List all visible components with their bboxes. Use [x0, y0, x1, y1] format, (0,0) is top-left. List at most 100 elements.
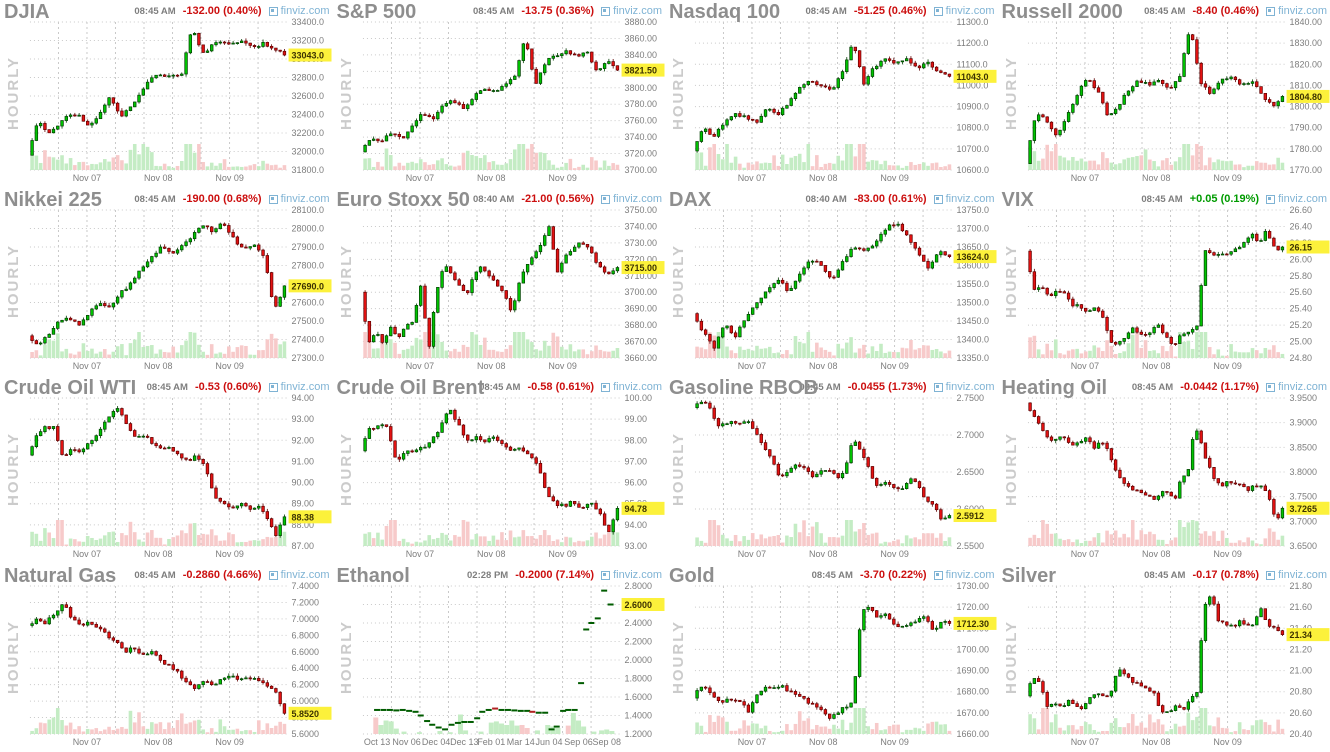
timeframe-label: HOURLY: [1002, 244, 1020, 318]
svg-text:26.60: 26.60: [1289, 205, 1311, 215]
svg-text:Nov 07: Nov 07: [1070, 549, 1098, 559]
svg-text:11300.0: 11300.0: [957, 17, 989, 27]
svg-text:Nov 08: Nov 08: [144, 737, 172, 747]
quote-meta: 08:40 AM -83.00 (0.61%) finviz.com: [805, 193, 994, 205]
svg-text:3.9500: 3.9500: [1289, 393, 1316, 403]
timeframe-label: HOURLY: [5, 620, 22, 694]
svg-text:1780.00: 1780.00: [1289, 144, 1321, 154]
svg-text:10900.0: 10900.0: [957, 102, 989, 112]
svg-text:Nov 07: Nov 07: [1070, 737, 1098, 747]
svg-text:2.5912: 2.5912: [957, 511, 984, 521]
svg-text:33043.0: 33043.0: [292, 51, 324, 61]
external-link-icon: [601, 570, 611, 580]
svg-text:27500.0: 27500.0: [292, 316, 324, 326]
svg-text:25.00: 25.00: [1289, 337, 1311, 347]
svg-text:32800.0: 32800.0: [292, 72, 324, 82]
chart-panel: DAX 08:40 AM -83.00 (0.61%) finviz.com H…: [665, 188, 998, 376]
svg-text:3700.00: 3700.00: [624, 165, 656, 175]
chart-panel: Gasoline RBOB 08:45 AM -0.0455 (1.73%) f…: [665, 376, 998, 564]
price-plot: 1770.00 1780.00 1790.00 1800.00 1810.00 1820.…: [1027, 17, 1330, 183]
external-link-icon: [268, 6, 278, 16]
price-plot: 20.4020.6020.8021.0021.2021.4021.6021.80…: [1027, 581, 1330, 747]
chart-panel: Crude Oil WTI 08:45 AM -0.53 (0.60%) fin…: [0, 376, 333, 564]
finviz-label: finviz.com: [1278, 193, 1327, 205]
chart-title: Russell 2000: [1001, 1, 1123, 23]
finviz-link[interactable]: finviz.com: [268, 193, 330, 205]
finviz-link[interactable]: finviz.com: [268, 569, 330, 581]
finviz-link[interactable]: finviz.com: [933, 569, 995, 581]
svg-text:2.7500: 2.7500: [957, 393, 984, 403]
timeframe-label: HOURLY: [337, 244, 355, 318]
price-plot: 93.0094.0095.0096.0097.0098.0099.00100.0…: [362, 393, 665, 559]
svg-text:1680.00: 1680.00: [957, 687, 989, 697]
svg-text:Nov 08: Nov 08: [1142, 549, 1170, 559]
svg-text:3780.00: 3780.00: [624, 99, 656, 109]
quote-time: 08:45 AM: [134, 193, 176, 205]
finviz-link[interactable]: finviz.com: [933, 193, 995, 205]
quote-change: -8.40 (0.46%): [1192, 5, 1260, 17]
svg-text:3750.00: 3750.00: [624, 205, 656, 215]
finviz-link[interactable]: finviz.com: [1266, 193, 1327, 205]
finviz-link[interactable]: finviz.com: [601, 193, 662, 205]
finviz-link[interactable]: finviz.com: [933, 5, 995, 17]
svg-text:6.2000: 6.2000: [292, 680, 319, 690]
chart-panel: Crude Oil Brent 08:45 AM -0.58 (0.61%) f…: [333, 376, 666, 564]
finviz-link[interactable]: finviz.com: [933, 381, 995, 393]
svg-text:88.00: 88.00: [292, 520, 314, 530]
svg-text:27690.0: 27690.0: [292, 281, 324, 291]
svg-text:3680.00: 3680.00: [624, 320, 656, 330]
svg-text:13400.0: 13400.0: [957, 334, 989, 344]
finviz-link[interactable]: finviz.com: [601, 381, 662, 393]
chart-title: Gold: [669, 565, 715, 587]
svg-text:Jun 04: Jun 04: [535, 737, 562, 747]
svg-text:Nov 07: Nov 07: [738, 361, 766, 371]
quote-meta: 08:45 AM -0.0442 (1.17%) finviz.com: [1132, 381, 1327, 393]
finviz-link[interactable]: finviz.com: [268, 381, 330, 393]
svg-text:92.00: 92.00: [292, 435, 314, 445]
svg-text:3715.00: 3715.00: [624, 263, 656, 273]
svg-text:Nov 08: Nov 08: [809, 549, 837, 559]
finviz-label: finviz.com: [945, 381, 995, 393]
svg-text:13450.0: 13450.0: [957, 316, 989, 326]
finviz-link[interactable]: finviz.com: [1266, 381, 1327, 393]
quote-change: -0.17 (0.78%): [1192, 569, 1260, 581]
svg-text:1690.00: 1690.00: [957, 666, 989, 676]
finviz-label: finviz.com: [613, 193, 662, 205]
svg-text:27400.0: 27400.0: [292, 334, 324, 344]
svg-text:1720.00: 1720.00: [957, 602, 989, 612]
quote-time: 08:45 AM: [805, 5, 847, 17]
finviz-label: finviz.com: [945, 193, 995, 205]
svg-text:Nov 08: Nov 08: [1142, 737, 1170, 747]
svg-text:Nov 07: Nov 07: [405, 173, 433, 183]
quote-meta: 08:45 AM -190.00 (0.68%) finviz.com: [134, 193, 329, 205]
svg-text:Dec 04: Dec 04: [421, 737, 449, 747]
svg-text:2.7000: 2.7000: [957, 430, 984, 440]
svg-text:Nov 09: Nov 09: [215, 361, 243, 371]
svg-text:1660.00: 1660.00: [957, 729, 989, 739]
svg-text:7.4000: 7.4000: [292, 581, 319, 591]
external-link-icon: [268, 194, 278, 204]
svg-text:Nov 07: Nov 07: [73, 173, 101, 183]
svg-text:3840.00: 3840.00: [624, 50, 656, 60]
price-plot: 3660.00 3670.00 3680.00 3690.00 3700.00 3710.…: [362, 205, 665, 371]
svg-text:32400.0: 32400.0: [292, 109, 324, 119]
finviz-link[interactable]: finviz.com: [1266, 569, 1327, 581]
quote-time: 08:45 AM: [472, 5, 515, 17]
svg-text:97.00: 97.00: [624, 456, 646, 466]
svg-text:90.00: 90.00: [292, 478, 314, 488]
finviz-link[interactable]: finviz.com: [1266, 5, 1327, 17]
finviz-link[interactable]: finviz.com: [601, 5, 662, 17]
svg-text:11100.0: 11100.0: [957, 59, 988, 69]
finviz-link[interactable]: finviz.com: [268, 5, 330, 17]
svg-text:1770.00: 1770.00: [1289, 165, 1321, 175]
svg-text:Nov 08: Nov 08: [809, 173, 837, 183]
svg-text:Nov 09: Nov 09: [548, 549, 576, 559]
svg-text:3.7265: 3.7265: [1289, 504, 1316, 514]
finviz-link[interactable]: finviz.com: [601, 569, 662, 581]
external-link-icon: [1266, 194, 1276, 204]
svg-text:32200.0: 32200.0: [292, 128, 324, 138]
svg-text:13600.0: 13600.0: [957, 260, 989, 270]
chart-title: Crude Oil WTI: [4, 377, 137, 399]
svg-text:3.7000: 3.7000: [1289, 516, 1316, 526]
svg-text:1730.00: 1730.00: [957, 581, 989, 591]
